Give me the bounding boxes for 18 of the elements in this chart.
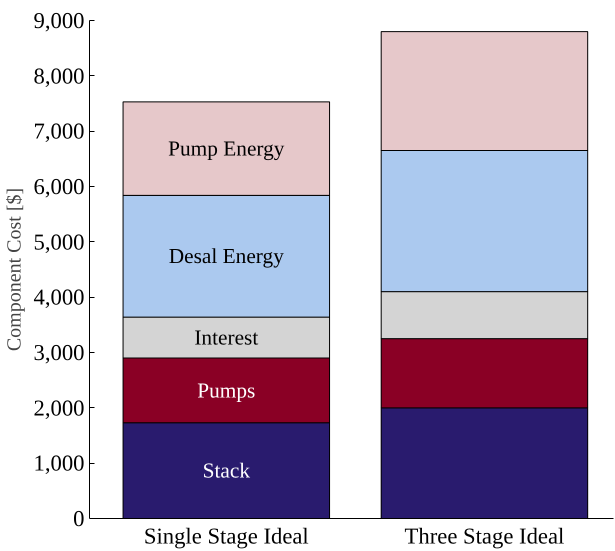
y-tick-label: 2,000 — [34, 395, 85, 420]
series-label: Interest — [194, 326, 258, 350]
y-tick-label: 9,000 — [34, 8, 85, 33]
y-tick-label: 0 — [73, 506, 84, 531]
x-tick-label: Single Stage Ideal — [144, 524, 309, 548]
series-label: Pump Energy — [168, 136, 285, 161]
series-label: Desal Energy — [168, 244, 284, 268]
y-tick-label: 5,000 — [34, 229, 85, 254]
y-tick-label: 8,000 — [34, 63, 85, 88]
y-tick-label: 3,000 — [34, 340, 85, 365]
y-axis-title: Component Cost [$] — [4, 188, 26, 352]
y-tick-label: 7,000 — [34, 118, 85, 144]
series-label: Pumps — [197, 378, 256, 402]
x-tick-label: Three Stage Ideal — [404, 524, 564, 548]
y-tick-label: 6,000 — [34, 174, 85, 199]
series-label: Stack — [202, 458, 250, 483]
y-tick-label: 4,000 — [34, 284, 85, 310]
y-tick-label: 1,000 — [34, 450, 85, 476]
